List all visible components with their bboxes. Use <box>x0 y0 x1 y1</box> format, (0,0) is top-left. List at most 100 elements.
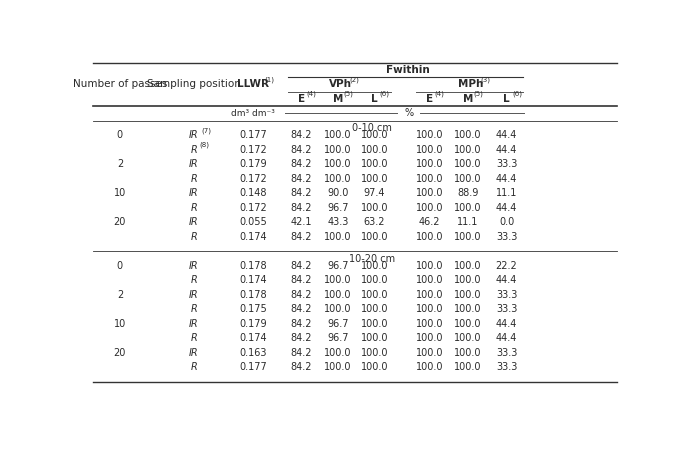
Text: 84.2: 84.2 <box>290 188 313 198</box>
Text: 0.175: 0.175 <box>239 304 267 314</box>
Text: LLWR: LLWR <box>237 79 269 89</box>
Text: 100.0: 100.0 <box>324 362 352 373</box>
Text: 44.4: 44.4 <box>496 203 517 213</box>
Text: 84.2: 84.2 <box>290 232 313 242</box>
Text: 0.178: 0.178 <box>239 261 267 271</box>
Text: 0.174: 0.174 <box>239 232 267 242</box>
Text: 11.1: 11.1 <box>457 217 479 227</box>
Text: 44.4: 44.4 <box>496 275 517 285</box>
Text: R: R <box>191 145 198 154</box>
Text: (2): (2) <box>350 76 360 83</box>
Text: 2: 2 <box>117 159 123 169</box>
Text: 10: 10 <box>114 319 126 329</box>
Text: M: M <box>333 94 343 104</box>
Text: 33.3: 33.3 <box>496 159 517 169</box>
Text: R: R <box>191 304 198 314</box>
Text: 100.0: 100.0 <box>416 290 443 300</box>
Text: 100.0: 100.0 <box>416 319 443 329</box>
Text: 10: 10 <box>114 188 126 198</box>
Text: 84.2: 84.2 <box>290 174 313 184</box>
Text: 0: 0 <box>117 130 123 140</box>
Text: 33.3: 33.3 <box>496 362 517 373</box>
Text: 84.2: 84.2 <box>290 275 313 285</box>
Text: 100.0: 100.0 <box>416 203 443 213</box>
Text: 96.7: 96.7 <box>327 334 349 343</box>
Text: 84.2: 84.2 <box>290 261 313 271</box>
Text: 44.4: 44.4 <box>496 334 517 343</box>
Text: 0.0: 0.0 <box>499 217 514 227</box>
Text: L: L <box>503 94 510 104</box>
Text: 84.2: 84.2 <box>290 348 313 358</box>
Text: 42.1: 42.1 <box>290 217 313 227</box>
Text: Number of passes: Number of passes <box>73 79 167 89</box>
Text: 100.0: 100.0 <box>324 304 352 314</box>
Text: 0.172: 0.172 <box>239 174 267 184</box>
Text: 84.2: 84.2 <box>290 334 313 343</box>
Text: 20: 20 <box>114 217 126 227</box>
Text: 0.172: 0.172 <box>239 203 267 213</box>
Text: 43.3: 43.3 <box>327 217 349 227</box>
Text: 100.0: 100.0 <box>324 174 352 184</box>
Text: (1): (1) <box>265 76 274 83</box>
Text: (4): (4) <box>435 91 444 97</box>
Text: VPh: VPh <box>329 79 352 89</box>
Text: IR: IR <box>189 159 199 169</box>
Text: 100.0: 100.0 <box>361 334 388 343</box>
Text: 88.9: 88.9 <box>457 188 479 198</box>
Text: 96.7: 96.7 <box>327 203 349 213</box>
Text: 100.0: 100.0 <box>454 174 482 184</box>
Text: 100.0: 100.0 <box>361 304 388 314</box>
Text: L: L <box>371 94 378 104</box>
Text: 100.0: 100.0 <box>454 145 482 154</box>
Text: (6): (6) <box>512 91 522 97</box>
Text: 100.0: 100.0 <box>416 188 443 198</box>
Text: 84.2: 84.2 <box>290 290 313 300</box>
Text: 100.0: 100.0 <box>416 348 443 358</box>
Text: E: E <box>426 94 433 104</box>
Text: R: R <box>191 362 198 373</box>
Text: 97.4: 97.4 <box>364 188 385 198</box>
Text: IR: IR <box>189 217 199 227</box>
Text: 0-10 cm: 0-10 cm <box>352 123 392 133</box>
Text: 0.179: 0.179 <box>239 319 267 329</box>
Text: 63.2: 63.2 <box>364 217 385 227</box>
Text: 100.0: 100.0 <box>324 275 352 285</box>
Text: 33.3: 33.3 <box>496 290 517 300</box>
Text: 0.163: 0.163 <box>239 348 267 358</box>
Text: dm³ dm⁻³: dm³ dm⁻³ <box>231 109 275 118</box>
Text: 2: 2 <box>117 290 123 300</box>
Text: 0.055: 0.055 <box>239 217 267 227</box>
Text: 100.0: 100.0 <box>361 290 388 300</box>
Text: 100.0: 100.0 <box>454 362 482 373</box>
Text: 0.177: 0.177 <box>239 362 267 373</box>
Text: 100.0: 100.0 <box>416 304 443 314</box>
Text: 84.2: 84.2 <box>290 130 313 140</box>
Text: 84.2: 84.2 <box>290 203 313 213</box>
Text: (5): (5) <box>343 91 353 97</box>
Text: IR: IR <box>189 188 199 198</box>
Text: 100.0: 100.0 <box>361 348 388 358</box>
Text: 100.0: 100.0 <box>361 275 388 285</box>
Text: 100.0: 100.0 <box>324 130 352 140</box>
Text: Fwithin: Fwithin <box>387 65 430 75</box>
Text: 0: 0 <box>117 261 123 271</box>
Text: IR: IR <box>189 348 199 358</box>
Text: 100.0: 100.0 <box>416 174 443 184</box>
Text: 100.0: 100.0 <box>361 203 388 213</box>
Text: M: M <box>463 94 473 104</box>
Text: 100.0: 100.0 <box>454 334 482 343</box>
Text: 33.3: 33.3 <box>496 232 517 242</box>
Text: R: R <box>191 232 198 242</box>
Text: 100.0: 100.0 <box>361 319 388 329</box>
Text: 100.0: 100.0 <box>454 348 482 358</box>
Text: R: R <box>191 174 198 184</box>
Text: R: R <box>191 275 198 285</box>
Text: 100.0: 100.0 <box>416 275 443 285</box>
Text: MPh: MPh <box>458 79 483 89</box>
Text: 10-20 cm: 10-20 cm <box>349 254 395 264</box>
Text: 0.174: 0.174 <box>239 275 267 285</box>
Text: 0.178: 0.178 <box>239 290 267 300</box>
Text: 100.0: 100.0 <box>361 232 388 242</box>
Text: 100.0: 100.0 <box>454 232 482 242</box>
Text: 100.0: 100.0 <box>324 145 352 154</box>
